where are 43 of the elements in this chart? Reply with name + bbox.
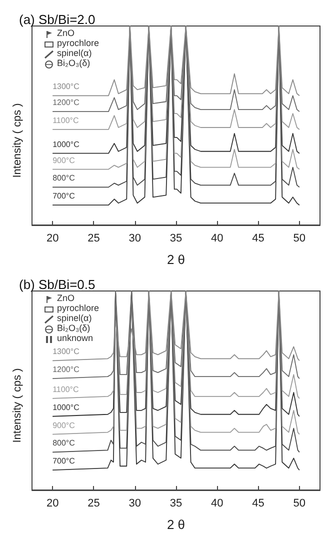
x-tick-label: 50 bbox=[293, 498, 306, 510]
annotation: Bi₂O₃(δ) bbox=[57, 58, 90, 69]
series-label: 1000°C bbox=[52, 402, 80, 412]
annotation: ZnO bbox=[57, 28, 75, 39]
series-label: 700°C bbox=[52, 456, 76, 466]
x-tick-label: 25 bbox=[88, 232, 100, 244]
series-label: 1000°C bbox=[52, 140, 80, 149]
x-tick-label: 35 bbox=[170, 498, 182, 510]
x-tick-label: 40 bbox=[211, 498, 224, 510]
annotation: spinel(α) bbox=[57, 48, 92, 59]
series-label: 1300°C bbox=[52, 347, 80, 356]
x-axis-title: 2 θ bbox=[166, 252, 186, 267]
series-label: 1300°C bbox=[52, 82, 80, 92]
x-tick-label: 25 bbox=[88, 498, 100, 510]
series-label: 900°C bbox=[52, 420, 76, 430]
chart-title: (b) Sb/Bi=0.5 bbox=[19, 277, 96, 292]
series-label: 1200°C bbox=[52, 98, 80, 108]
chart-title: (a) Sb/Bi=2.0 bbox=[19, 12, 96, 27]
y-axis-title: Intensity ( cps ) bbox=[12, 103, 24, 178]
series-label: 1100°C bbox=[52, 384, 79, 394]
x-tick-label: 20 bbox=[46, 498, 59, 510]
x-tick-label: 45 bbox=[252, 232, 264, 244]
annotation: unknown bbox=[57, 333, 94, 344]
x-tick-label: 30 bbox=[128, 232, 141, 244]
x-axis-title: 2 θ bbox=[166, 517, 186, 532]
x-tick-label: 40 bbox=[211, 232, 224, 244]
series-label: 1100°C bbox=[52, 116, 79, 125]
x-tick-label: 35 bbox=[170, 232, 182, 244]
annotation: pyrochlore bbox=[57, 303, 100, 314]
x-tick-label: 45 bbox=[252, 498, 264, 510]
series-label: 1200°C bbox=[52, 365, 80, 374]
annotation: pyrochlore bbox=[57, 38, 100, 49]
x-tick-label: 50 bbox=[293, 232, 306, 244]
series-label: 800°C bbox=[52, 438, 76, 448]
x-tick-label: 20 bbox=[46, 232, 59, 244]
series-label: 700°C bbox=[52, 192, 76, 201]
annotation: ZnO bbox=[57, 293, 75, 304]
annotation: Bi₂O₃(δ) bbox=[57, 323, 90, 334]
x-tick-label: 30 bbox=[128, 498, 141, 510]
y-axis-title: Intensity ( cps ) bbox=[12, 368, 24, 443]
series-label: 900°C bbox=[52, 156, 76, 165]
annotation: spinel(α) bbox=[57, 313, 92, 324]
series-label: 800°C bbox=[52, 174, 76, 183]
